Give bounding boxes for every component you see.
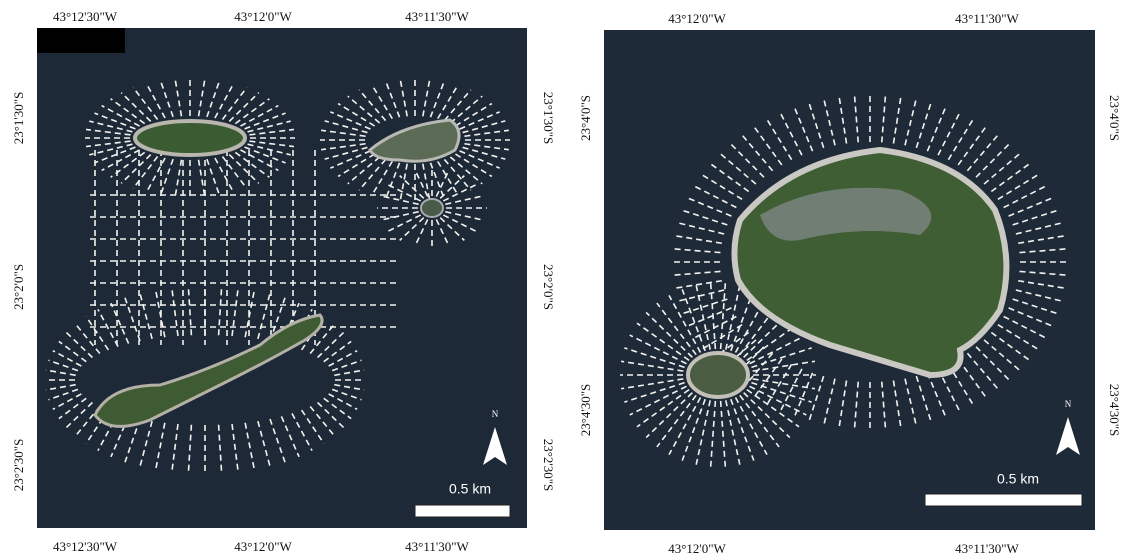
islet xyxy=(688,353,748,397)
latitude-label: 23°1'30"S xyxy=(11,92,26,145)
longitude-label: 43°11'30"W xyxy=(405,539,469,554)
scale-label: 0.5 km xyxy=(449,481,491,497)
island xyxy=(135,121,245,155)
scale-label: 0.5 km xyxy=(997,471,1039,487)
latitude-label: 23°2'0"S xyxy=(541,264,556,310)
longitude-label: 43°11'30"W xyxy=(955,541,1019,556)
longitude-label: 43°11'30"W xyxy=(955,11,1019,26)
longitude-label: 43°12'0"W xyxy=(234,9,292,24)
mask-box xyxy=(37,28,125,53)
longitude-label: 43°12'0"W xyxy=(668,11,726,26)
scale-bar xyxy=(925,494,1082,506)
map-frame xyxy=(37,28,527,528)
scale-bar xyxy=(415,505,510,517)
longitude-label: 43°11'30"W xyxy=(405,9,469,24)
islet xyxy=(421,199,443,217)
longitude-label: 43°12'0"W xyxy=(234,539,292,554)
latitude-label: 23°4'30"S xyxy=(1107,384,1121,437)
latitude-label: 23°4'30"S xyxy=(578,384,593,437)
latitude-label: 23°4'0"S xyxy=(1107,95,1121,141)
longitude-label: 43°12'30"W xyxy=(53,539,118,554)
latitude-label: 23°2'0"S xyxy=(11,264,26,310)
north-label: N xyxy=(1065,399,1072,409)
longitude-label: 43°12'0"W xyxy=(668,541,726,556)
north-label: N xyxy=(492,409,499,419)
latitude-label: 23°4'0"S xyxy=(578,95,593,141)
latitude-label: 23°2'30"S xyxy=(11,439,26,492)
longitude-label: 43°12'30"W xyxy=(53,9,118,24)
latitude-label: 23°2'30"S xyxy=(541,439,556,492)
latitude-label: 23°1'30"S xyxy=(541,92,556,145)
figure: 43°12'30"W 43°12'0"W 43°11'30"W 43°12'30"W 4… xyxy=(0,0,1121,557)
